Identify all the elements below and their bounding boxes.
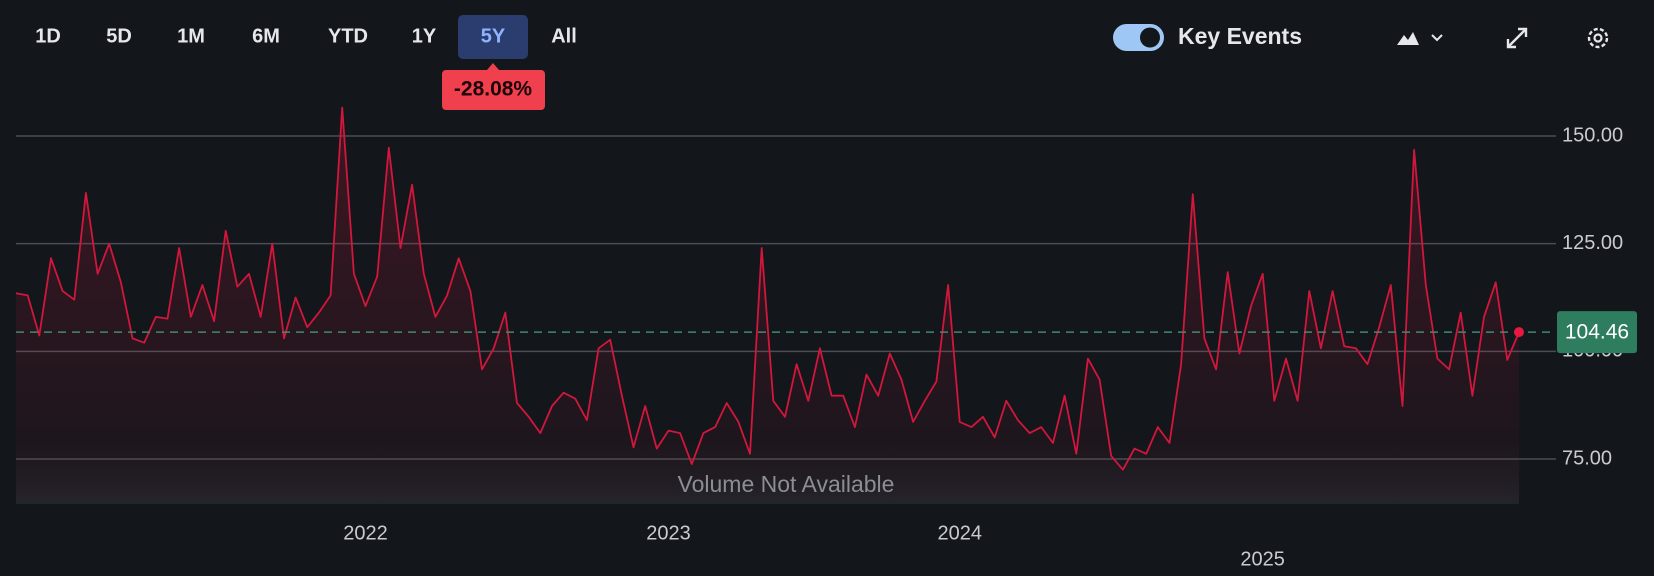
x-tick-label: 2025 [1240, 548, 1285, 570]
range-button[interactable]: 1M [177, 25, 205, 47]
last-price-label: 104.46 [1565, 321, 1629, 344]
chart-type-icon[interactable] [1397, 32, 1419, 45]
last-price-box [1557, 311, 1637, 354]
key-events-label: Key Events [1178, 23, 1302, 49]
x-tick-label: 2022 [343, 522, 388, 544]
change-badge [442, 70, 545, 110]
price-area [16, 107, 1519, 500]
change-value: -28.08% [454, 78, 533, 101]
y-tick-label: 125.00 [1562, 232, 1623, 254]
toolbar: 1D 5D 1M 6M YTD 1Y 5Y All [35, 15, 577, 59]
y-tick-label: 75.00 [1562, 447, 1612, 469]
last-price-dot [1514, 327, 1524, 338]
badge-pointer [487, 63, 499, 70]
range-selected-bg [458, 15, 528, 59]
range-button[interactable]: All [551, 25, 577, 47]
range-button[interactable]: 5Y [481, 25, 506, 47]
y-tick-label: 150.00 [1562, 124, 1623, 146]
range-button[interactable]: 5D [106, 25, 132, 47]
plot: 75.00100.00125.00150.0020222023202420251… [15, 106, 1637, 570]
range-button[interactable]: 1Y [412, 25, 437, 47]
expand-icon[interactable] [1506, 27, 1528, 49]
price-line [15, 106, 1520, 471]
range-button[interactable]: 1D [35, 25, 61, 47]
range-button[interactable]: YTD [328, 25, 368, 47]
x-tick-label: 2023 [646, 522, 691, 544]
toggle-knob [1140, 27, 1160, 48]
settings-icon[interactable] [1587, 27, 1609, 49]
x-tick-label: 2024 [937, 522, 982, 544]
range-button[interactable]: 6M [252, 25, 280, 47]
chart-type-chevron[interactable] [1431, 34, 1443, 42]
volume-note: Volume Not Available [678, 471, 895, 497]
